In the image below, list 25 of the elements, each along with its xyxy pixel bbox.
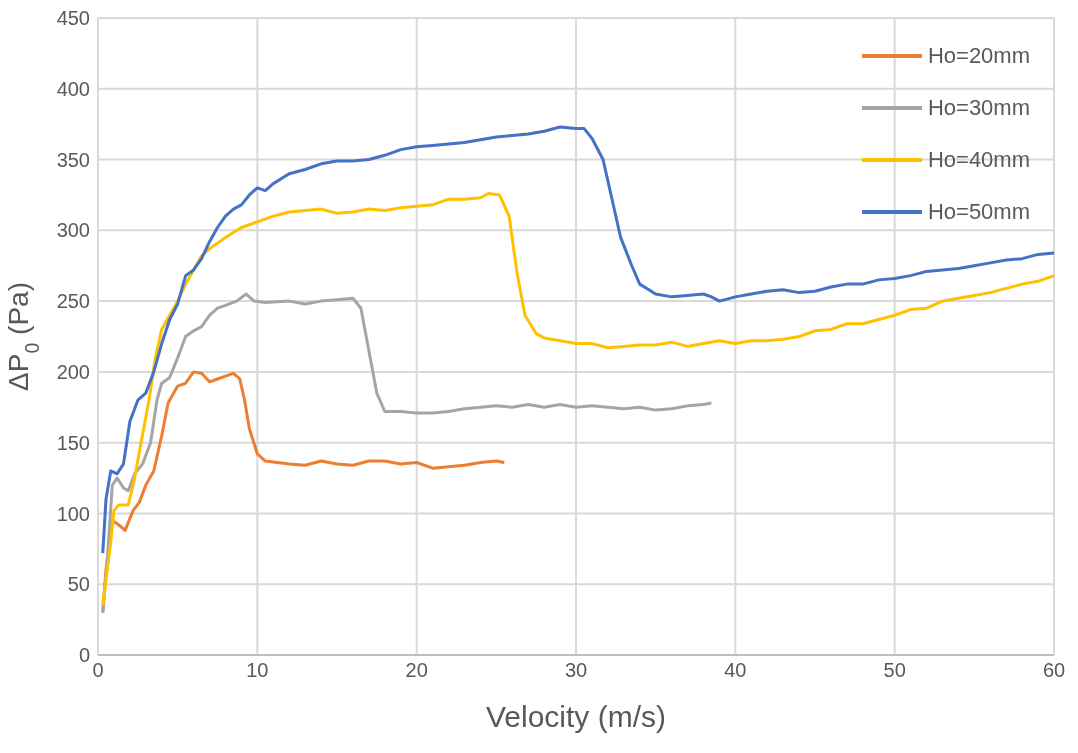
x-tick-label: 30 bbox=[564, 659, 588, 682]
x-tick-label: 10 bbox=[246, 659, 269, 682]
x-tick-label: 50 bbox=[883, 659, 906, 682]
line-series bbox=[101, 292, 713, 615]
x-axis-title: Velocity (m/s) bbox=[485, 700, 667, 733]
line-series bbox=[101, 192, 1054, 607]
y-tick-label: 0 bbox=[78, 644, 90, 667]
legend-label: Ho=40mm bbox=[927, 147, 1030, 173]
y-tick-label: 200 bbox=[56, 360, 90, 383]
x-tick-label: 60 bbox=[1042, 659, 1066, 682]
y-tick-label: 250 bbox=[56, 290, 90, 313]
y-tick-label: 450 bbox=[56, 7, 90, 30]
legend-label: Ho=50mm bbox=[927, 199, 1030, 225]
x-tick-label: 0 bbox=[92, 659, 104, 682]
line-series bbox=[101, 125, 1054, 555]
y-tick-label: 300 bbox=[56, 219, 90, 242]
y-tick-label: 400 bbox=[56, 77, 90, 100]
x-tick-label: 40 bbox=[724, 659, 747, 682]
y-tick-label: 350 bbox=[56, 148, 90, 171]
y-tick-label: 150 bbox=[56, 431, 90, 454]
legend-label: Ho=30mm bbox=[927, 95, 1030, 121]
y-tick-label: 50 bbox=[67, 573, 90, 596]
legend-label: Ho=20mm bbox=[927, 43, 1030, 69]
y-tick-label: 100 bbox=[56, 502, 90, 525]
x-tick-label: 20 bbox=[405, 659, 428, 682]
